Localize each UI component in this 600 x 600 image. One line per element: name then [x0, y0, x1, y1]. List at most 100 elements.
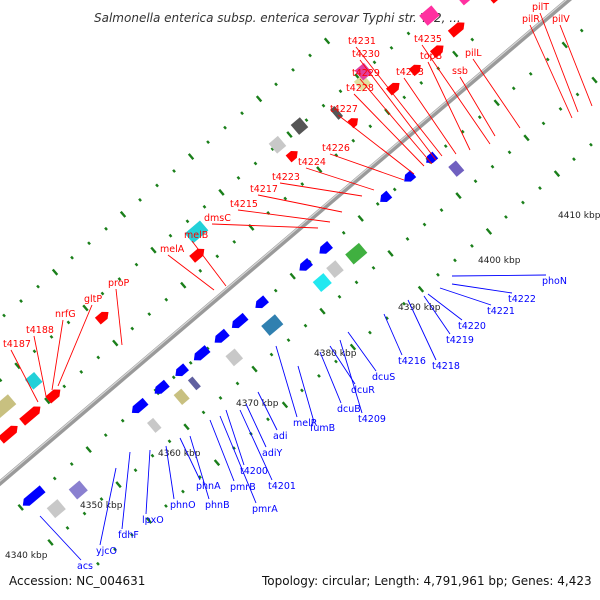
reverse-gene-label: t4222 [508, 294, 536, 305]
gene-arrow [0, 440, 1, 461]
scale-tick [113, 547, 117, 552]
scale-tick [485, 227, 493, 235]
gene-box [0, 394, 17, 419]
label-leader-line [209, 419, 235, 482]
scale-tick [70, 255, 74, 260]
label-leader-line [337, 114, 415, 175]
scale-tick [180, 281, 187, 289]
scale-tick [405, 237, 410, 241]
label-leader-line [10, 349, 39, 403]
gene-arrow [231, 312, 249, 329]
scale-tick [44, 397, 51, 405]
scale-tick [490, 164, 495, 169]
label-leader-line [189, 435, 210, 500]
gene-box [354, 62, 373, 81]
label-leader-line [451, 274, 547, 277]
scale-tick [579, 28, 584, 33]
label-leader-line [459, 76, 496, 137]
scale-tick [387, 249, 394, 257]
scale-tick [289, 272, 296, 280]
scale-tick [304, 118, 309, 123]
label-leader-line [99, 467, 117, 546]
scale-tick [511, 86, 516, 91]
scale-tick [368, 124, 373, 129]
reverse-gene-label: adiY [262, 448, 282, 459]
scale-tick [183, 423, 190, 431]
forward-gene-label: t4187 [3, 339, 31, 350]
forward-gene-label: pilR [522, 14, 540, 25]
reverse-gene-label: yjcO [96, 546, 117, 557]
scale-tick [213, 459, 221, 467]
accession-label: Accession: NC_004631 [9, 574, 146, 588]
scale-tick [150, 246, 157, 254]
reverse-gene-label: lpxO [142, 515, 164, 526]
scale-tick [232, 239, 237, 244]
scale-tick [201, 410, 206, 415]
reverse-gene-label: dcuS [372, 372, 395, 383]
forward-gene-label: t4233 [396, 67, 424, 78]
scale-tick [368, 330, 372, 335]
scale-tick [138, 197, 142, 202]
scale-label: 4340 kbp [5, 551, 48, 561]
gene-arrow [347, 118, 359, 129]
topology-label: Topology: circular; Length: 4,791,961 bp… [262, 574, 592, 588]
scale-tick [82, 511, 87, 516]
scale-tick [453, 258, 457, 263]
forward-gene-label: pilT [532, 2, 549, 13]
label-leader-line [115, 288, 123, 346]
scale-tick [69, 462, 74, 466]
label-leader-line [167, 254, 215, 291]
scale-tick [49, 334, 54, 339]
label-leader-line [439, 287, 492, 306]
sequence-backbone [0, 0, 573, 487]
forward-gene-label: gltP [84, 294, 102, 305]
scale-tick [419, 80, 424, 85]
scale-tick [87, 241, 91, 246]
scale-tick [283, 196, 288, 201]
scale-tick [104, 226, 108, 231]
gene-box [24, 371, 43, 390]
scale-tick [308, 53, 312, 58]
scale-tick [171, 375, 176, 380]
scale-tick [119, 210, 127, 218]
scale-tick [145, 516, 153, 524]
scale-tick [300, 182, 305, 186]
label-leader-line [339, 339, 363, 414]
scale-tick [218, 396, 223, 400]
scale-tick [269, 352, 274, 357]
label-leader-line [359, 59, 437, 161]
scale-tick [402, 95, 407, 100]
scale-tick [205, 346, 210, 351]
reverse-gene-label: t4219 [446, 335, 474, 346]
scale-tick [493, 99, 500, 107]
page-title: Salmonella enterica subsp. enterica sero… [94, 11, 461, 25]
scale-tick [470, 243, 474, 248]
scale-tick [300, 388, 304, 393]
scale-tick [521, 200, 525, 205]
scale-tick [351, 138, 356, 143]
scale-tick [185, 219, 190, 224]
gene-box [225, 348, 244, 367]
forward-gene-label: ssb [452, 66, 468, 77]
gene-arrow [404, 170, 417, 182]
gene-arrow [45, 389, 61, 404]
label-leader-line [165, 445, 175, 500]
reverse-gene-label: acs [77, 561, 93, 572]
scale-tick [372, 60, 377, 65]
scale-tick [402, 301, 406, 306]
scale-tick [112, 339, 119, 347]
gene-box [68, 480, 88, 500]
reverse-gene-label: t4218 [432, 361, 460, 372]
reverse-gene-label: pmrA [252, 504, 278, 515]
scale-tick [371, 265, 376, 270]
scale-tick [316, 166, 323, 174]
label-leader-line [257, 194, 343, 213]
scale-tick [150, 453, 155, 458]
label-leader-line [529, 24, 573, 119]
gene-box [290, 117, 309, 135]
scale-tick [164, 297, 169, 302]
reverse-gene-label: t4220 [458, 321, 486, 332]
scale-tick [452, 50, 459, 58]
scale-tick [96, 561, 100, 566]
